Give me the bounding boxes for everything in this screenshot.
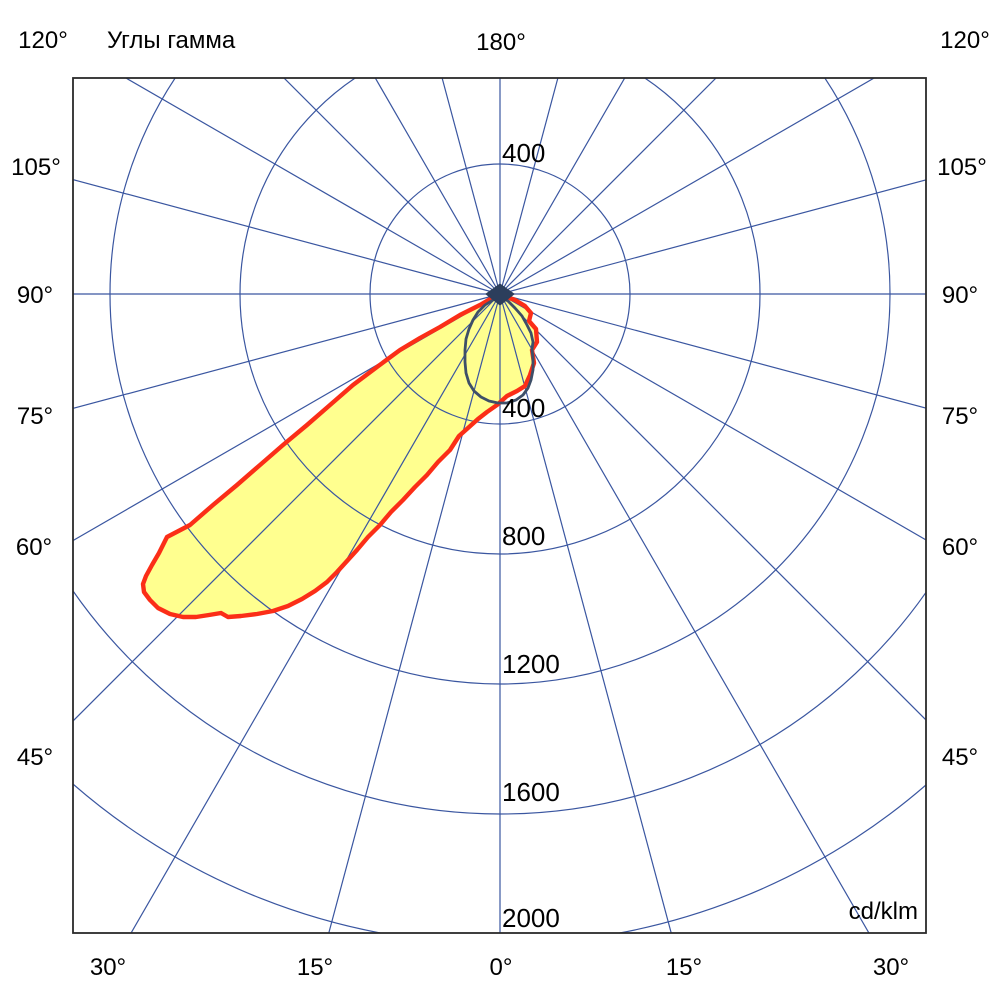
grid-radial-30 xyxy=(130,293,501,933)
grid-radial-300 xyxy=(499,293,926,541)
radial-tick-1600: 1600 xyxy=(502,777,560,807)
angle-label-90-right: 90° xyxy=(942,282,978,309)
unit-label: cd/klm xyxy=(849,898,918,925)
angle-label-0-bottom: 0° xyxy=(490,954,513,981)
angle-label-15-bottom-right: 15° xyxy=(666,954,702,981)
curves-layer xyxy=(140,283,540,620)
grid-radial-120 xyxy=(124,78,501,295)
grid-radial-150 xyxy=(374,78,501,295)
frame-layer xyxy=(72,77,927,934)
angle-label-180: 180° xyxy=(476,29,526,56)
grid-radial-60 xyxy=(73,293,501,542)
grid-radial-45 xyxy=(73,293,501,722)
grid-radial-225 xyxy=(499,78,717,295)
angle-label-75-right: 75° xyxy=(942,403,978,430)
secondary-plane-curve xyxy=(463,295,535,405)
grid-radial-135 xyxy=(283,78,501,295)
grid-radial-345 xyxy=(499,293,672,933)
angle-label-75-left: 75° xyxy=(17,403,53,430)
angle-label-120-left: 120° xyxy=(18,27,68,54)
angle-label-45-left: 45° xyxy=(17,744,53,771)
angle-label-105-left: 105° xyxy=(11,154,61,181)
labels-layer: 120° Углы гамма 180° 120° 105° 90° 75° 60° 45° 10… xyxy=(11,27,990,981)
angle-label-120-right: 120° xyxy=(940,27,990,54)
chart-title: Углы гамма xyxy=(107,27,236,54)
radial-tick-400: 400 xyxy=(502,393,545,423)
grid-radial-285 xyxy=(499,293,926,409)
main-beam-fill xyxy=(143,296,537,617)
angle-label-105-right: 105° xyxy=(937,154,987,181)
grid-radial-105 xyxy=(73,178,501,295)
angle-label-15-bottom-left: 15° xyxy=(297,954,333,981)
grid-radial-195 xyxy=(499,78,559,295)
grid-radial-240 xyxy=(499,78,876,295)
grid-radial-315 xyxy=(499,293,926,721)
radial-tick-2000: 2000 xyxy=(502,903,560,933)
grid-radial-165 xyxy=(441,78,501,295)
plot-frame xyxy=(72,77,927,934)
grid-radial-330 xyxy=(499,293,870,933)
center-marker xyxy=(485,283,515,306)
angle-label-30-bottom-right: 30° xyxy=(873,954,909,981)
radial-tick-400-top: 400 xyxy=(502,138,545,168)
grid-radial-15 xyxy=(328,293,501,933)
main-beam-outline xyxy=(140,293,540,620)
grid-radial-75 xyxy=(73,293,501,410)
angle-label-90-left: 90° xyxy=(17,282,53,309)
grid-radial-210 xyxy=(499,78,626,295)
grid-radial-255 xyxy=(499,179,926,295)
radial-tick-800: 800 xyxy=(502,521,545,551)
angle-label-60-left: 60° xyxy=(16,534,52,561)
beam-fill-layer xyxy=(143,296,537,617)
angle-label-30-bottom-left: 30° xyxy=(90,954,126,981)
radial-tick-1200: 1200 xyxy=(502,649,560,679)
angle-label-60-right: 60° xyxy=(942,534,978,561)
angle-label-45-right: 45° xyxy=(942,744,978,771)
